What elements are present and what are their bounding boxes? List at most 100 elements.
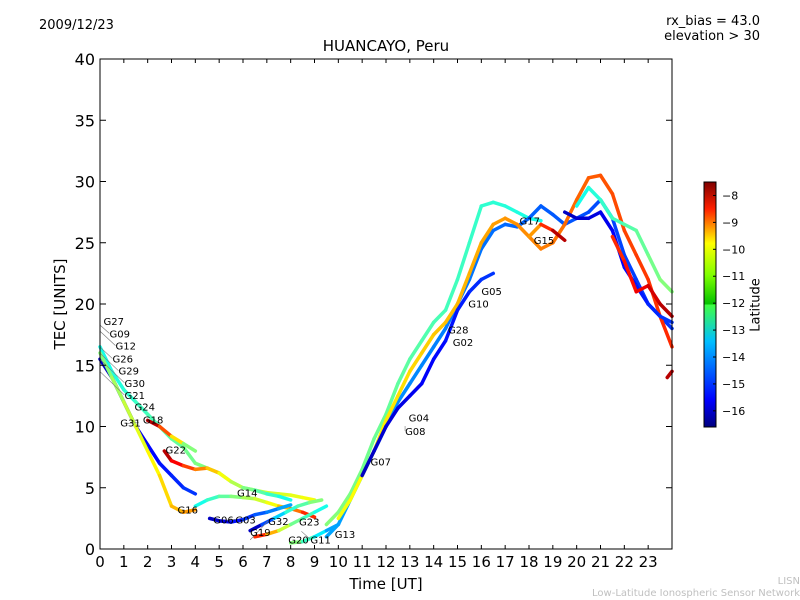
series-segment xyxy=(646,283,662,306)
series-segment xyxy=(288,539,305,545)
series-segment xyxy=(169,437,186,450)
series-segment xyxy=(563,198,579,227)
series-segment xyxy=(479,271,495,282)
series-segment xyxy=(396,369,412,398)
x-ticks: 0 1 2 3 4 5 6 7 8 9 10 11 12 13 14 15 16 17 18 19 20 21 22 23 xyxy=(95,59,658,571)
series-segment xyxy=(277,492,293,497)
series-segment xyxy=(610,216,627,257)
satellite-label: G08 xyxy=(405,427,425,438)
satellite-label: G29 xyxy=(118,367,138,378)
series-segment xyxy=(431,320,448,337)
satellite-label: G15 xyxy=(534,236,554,247)
satellite-label: G12 xyxy=(115,342,135,353)
series-segment xyxy=(360,437,376,472)
footer-network-name: Low-Latitude Ionospheric Sensor Network xyxy=(592,588,800,599)
series-segment xyxy=(574,185,591,208)
series-segment xyxy=(312,504,329,514)
series-segment xyxy=(646,253,662,282)
series-segment xyxy=(169,473,186,490)
series-segment xyxy=(253,488,269,496)
series-segment xyxy=(300,535,317,544)
series-segment xyxy=(491,216,507,227)
series-segment xyxy=(658,302,674,318)
series-segment xyxy=(527,234,543,251)
series-segment xyxy=(598,198,615,220)
series-segment xyxy=(193,466,209,472)
series-segment xyxy=(241,512,257,522)
series-segment xyxy=(248,522,264,533)
series-segment xyxy=(665,369,674,380)
series-segment xyxy=(455,290,472,312)
x-tick-label: 18 xyxy=(519,553,538,571)
series-segment xyxy=(586,185,603,202)
series-segment xyxy=(284,504,300,514)
colorbar-tick-label: −9 xyxy=(722,216,738,229)
series-segment xyxy=(396,381,412,404)
series-segment xyxy=(296,500,312,508)
x-tick-label: 17 xyxy=(496,553,515,571)
series-segment xyxy=(658,314,674,349)
satellite-label: G18 xyxy=(143,415,163,426)
series-segment xyxy=(181,445,198,465)
series-segment xyxy=(491,200,507,208)
colorbar-tick-label: −11 xyxy=(722,270,745,283)
series-segment xyxy=(574,176,591,202)
series-segment xyxy=(384,381,400,416)
footer-lisn: LISN xyxy=(777,576,800,587)
satellite-label: G20 xyxy=(288,536,308,547)
series-segment xyxy=(300,510,317,521)
series-segment xyxy=(443,302,460,325)
series-G22-arc xyxy=(162,449,293,502)
y-tick-label: 20 xyxy=(75,295,95,314)
series-segment xyxy=(622,259,638,294)
label-leader-lines xyxy=(100,325,406,541)
x-tick-label: 9 xyxy=(310,553,320,571)
series-segment xyxy=(420,320,436,343)
y-tick-label: 30 xyxy=(75,173,95,192)
series-segment xyxy=(408,363,424,386)
series-segment xyxy=(658,277,674,294)
series-segment xyxy=(634,228,650,257)
series-segment xyxy=(277,503,293,511)
y-tick-label: 40 xyxy=(75,50,95,69)
series-rise-yellow xyxy=(336,173,674,521)
x-tick-label: 8 xyxy=(286,553,296,571)
satellite-label: G04 xyxy=(409,414,429,425)
satellite-label: G27 xyxy=(103,317,123,328)
series-segment xyxy=(479,200,495,208)
x-tick-label: 22 xyxy=(615,553,634,571)
x-tick-label: 11 xyxy=(353,553,372,571)
series-segment xyxy=(551,212,567,227)
series-segment xyxy=(253,532,269,539)
x-tick-label: 10 xyxy=(329,553,348,571)
satellite-label: G24 xyxy=(135,403,155,414)
series-segment xyxy=(515,210,531,220)
series-segment xyxy=(217,519,233,524)
series-segment xyxy=(169,459,186,468)
colorbar-tick-label: −14 xyxy=(722,351,745,364)
series-segment xyxy=(551,228,567,243)
label-leader-line xyxy=(100,325,110,334)
series-segment xyxy=(157,473,174,508)
series-segment xyxy=(145,418,162,429)
series-segment xyxy=(384,394,400,423)
series-segment xyxy=(622,228,638,257)
series-segment xyxy=(229,494,245,500)
series-segment xyxy=(467,247,484,282)
series-segment xyxy=(265,528,281,537)
label-leader-line xyxy=(100,353,119,371)
chart-title: HUANCAYO, Peru xyxy=(322,37,450,55)
series-segment xyxy=(134,424,150,453)
series-segment xyxy=(431,326,448,349)
satellite-label: G06 xyxy=(213,515,233,526)
colorbar-ticks: −8 −9 −10 −11 −12 −13 −14 −15 −16 xyxy=(713,189,745,418)
elevation-label: elevation > 30 xyxy=(664,29,760,44)
y-tick-label: 15 xyxy=(75,356,95,375)
colorbar-tick-label: −10 xyxy=(722,243,745,256)
plot-frame xyxy=(99,58,673,550)
satellite-label: G19 xyxy=(250,528,270,539)
series-segment xyxy=(181,441,198,453)
series-segment xyxy=(169,434,186,446)
series-layer xyxy=(98,173,674,545)
